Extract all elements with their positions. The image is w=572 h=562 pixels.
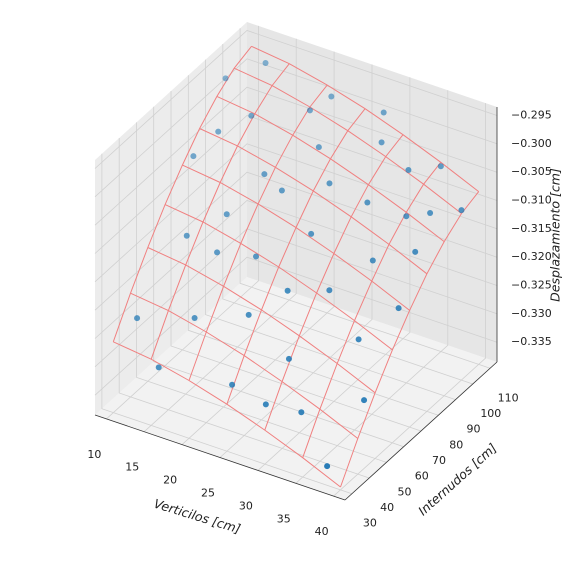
grid-line (94, 171, 498, 311)
point (369, 257, 376, 264)
z-axis-label: Desplazamiento [cm] (548, 168, 563, 302)
point (403, 213, 410, 220)
y-axis (344, 361, 498, 501)
point (134, 315, 141, 322)
point (284, 287, 291, 294)
point (223, 211, 230, 218)
x-tick-label: 25 (201, 487, 215, 500)
surface-line (150, 63, 290, 360)
x-axis (94, 414, 346, 501)
point (405, 166, 412, 173)
point (306, 107, 313, 114)
z-tick-label: −0.325 (511, 279, 552, 292)
point (328, 93, 335, 100)
z-tick-label: −0.320 (511, 250, 552, 263)
y-tick-label: 40 (380, 501, 394, 514)
z-tick-label: −0.295 (511, 109, 552, 122)
y-tick-label: 90 (467, 423, 481, 436)
point (262, 60, 269, 67)
point (262, 401, 269, 408)
grid-line (333, 103, 487, 497)
point (214, 249, 221, 256)
grid-line (94, 58, 498, 198)
point (248, 112, 255, 119)
grid-line (106, 25, 259, 420)
x-tick-label: 35 (277, 512, 291, 525)
point (298, 409, 305, 416)
x-tick-label: 40 (315, 525, 329, 538)
grid-line (181, 51, 335, 445)
z-tick-label: −0.315 (511, 222, 552, 235)
point (361, 397, 368, 404)
y-tick-label: 100 (480, 407, 501, 420)
x-tick-label: 30 (239, 499, 253, 512)
y-tick-label: 110 (498, 391, 519, 404)
point (458, 207, 465, 214)
point (190, 153, 197, 160)
point (191, 315, 198, 322)
y-tick-label: 60 (415, 470, 429, 483)
point (308, 230, 315, 237)
point (324, 463, 331, 470)
x-axis-label: Verticilos [cm] (152, 496, 242, 537)
z-tick-label: −0.335 (511, 335, 552, 348)
grid-line (136, 122, 387, 463)
point (380, 109, 387, 116)
grid-line (101, 153, 353, 495)
point (278, 187, 285, 194)
point (245, 311, 252, 318)
y-tick-label: 50 (397, 485, 411, 498)
grid-line (295, 90, 449, 484)
surface-line (302, 161, 442, 458)
point (378, 139, 385, 146)
surface-line (340, 191, 480, 488)
x-tick-label: 10 (87, 448, 101, 461)
grid-line (94, 30, 498, 169)
grid-line (170, 91, 422, 432)
grid-line (257, 77, 411, 471)
grid-line (219, 64, 373, 458)
y-tick-label: 80 (449, 438, 463, 451)
point (155, 364, 162, 371)
z-tick-label: −0.310 (511, 194, 552, 207)
point (215, 128, 222, 135)
grid-line (94, 256, 498, 396)
point (412, 248, 419, 255)
grid-line (143, 38, 297, 432)
point (183, 232, 190, 239)
grid-line (94, 115, 498, 254)
grid-line (94, 86, 498, 226)
x-tick-label: 15 (125, 461, 139, 474)
grid-line (94, 200, 498, 339)
point (364, 199, 371, 206)
point (395, 305, 402, 312)
y-tick-label: 70 (432, 454, 446, 467)
point (222, 75, 229, 82)
grid-line (205, 59, 456, 400)
point (326, 287, 333, 294)
point (285, 355, 292, 362)
point (326, 180, 333, 187)
z-tick-label: −0.305 (511, 165, 552, 178)
point (355, 336, 362, 343)
z-tick-label: −0.330 (511, 307, 552, 320)
grid-line (187, 75, 439, 416)
point (261, 171, 268, 178)
surface-line (188, 84, 328, 381)
point (253, 253, 259, 260)
point (315, 144, 322, 151)
grid-line (239, 28, 491, 369)
point (427, 210, 434, 217)
point (437, 163, 444, 170)
surface-line (264, 134, 404, 431)
z-tick-label: −0.300 (511, 137, 552, 150)
x-tick-label: 20 (163, 474, 177, 487)
surface-line (226, 108, 366, 405)
y-tick-label: 30 (363, 517, 377, 530)
grid-line (153, 106, 404, 448)
grid-line (118, 138, 370, 479)
grid-line (222, 44, 473, 385)
point (229, 381, 236, 388)
